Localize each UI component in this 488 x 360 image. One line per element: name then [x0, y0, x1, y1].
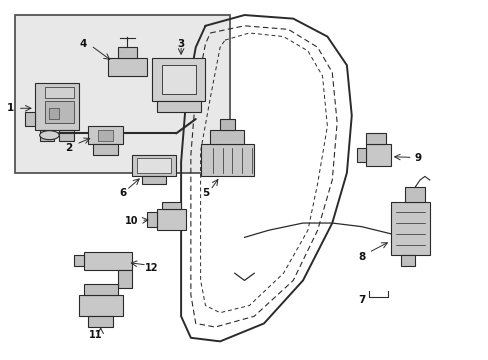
Text: 7: 7 [357, 295, 365, 305]
Ellipse shape [40, 131, 59, 140]
Polygon shape [93, 144, 118, 155]
Polygon shape [161, 65, 195, 94]
Polygon shape [356, 148, 366, 162]
Text: 9: 9 [413, 153, 420, 163]
Text: 12: 12 [144, 263, 158, 273]
Polygon shape [200, 144, 254, 176]
Text: 4: 4 [80, 39, 87, 49]
Polygon shape [108, 58, 147, 76]
Polygon shape [44, 101, 74, 123]
Text: 10: 10 [124, 216, 138, 226]
Polygon shape [44, 87, 74, 98]
Polygon shape [118, 270, 132, 288]
Polygon shape [142, 176, 166, 184]
Polygon shape [49, 108, 59, 119]
Polygon shape [35, 83, 79, 130]
Polygon shape [147, 212, 157, 226]
Polygon shape [161, 202, 181, 209]
Polygon shape [118, 47, 137, 58]
Polygon shape [25, 112, 35, 126]
Polygon shape [74, 255, 83, 266]
Polygon shape [405, 187, 424, 202]
FancyBboxPatch shape [15, 15, 229, 173]
Polygon shape [137, 158, 171, 173]
Text: 11: 11 [89, 330, 102, 340]
Polygon shape [88, 126, 122, 144]
Text: 8: 8 [357, 252, 365, 262]
Polygon shape [132, 155, 176, 176]
Text: 3: 3 [177, 39, 184, 49]
Polygon shape [220, 119, 234, 130]
Polygon shape [152, 58, 205, 101]
Polygon shape [59, 130, 74, 140]
Polygon shape [366, 134, 385, 144]
Polygon shape [40, 130, 54, 140]
Polygon shape [400, 255, 414, 266]
Polygon shape [366, 144, 390, 166]
Text: 2: 2 [65, 143, 72, 153]
Polygon shape [88, 316, 113, 327]
Text: 1: 1 [7, 103, 14, 113]
Polygon shape [83, 252, 132, 270]
Polygon shape [157, 209, 185, 230]
Text: 5: 5 [202, 188, 209, 198]
Polygon shape [79, 295, 122, 316]
Polygon shape [390, 202, 429, 255]
Polygon shape [98, 130, 113, 140]
Polygon shape [157, 101, 200, 112]
Polygon shape [210, 130, 244, 144]
Polygon shape [83, 284, 118, 295]
Text: 6: 6 [119, 188, 126, 198]
